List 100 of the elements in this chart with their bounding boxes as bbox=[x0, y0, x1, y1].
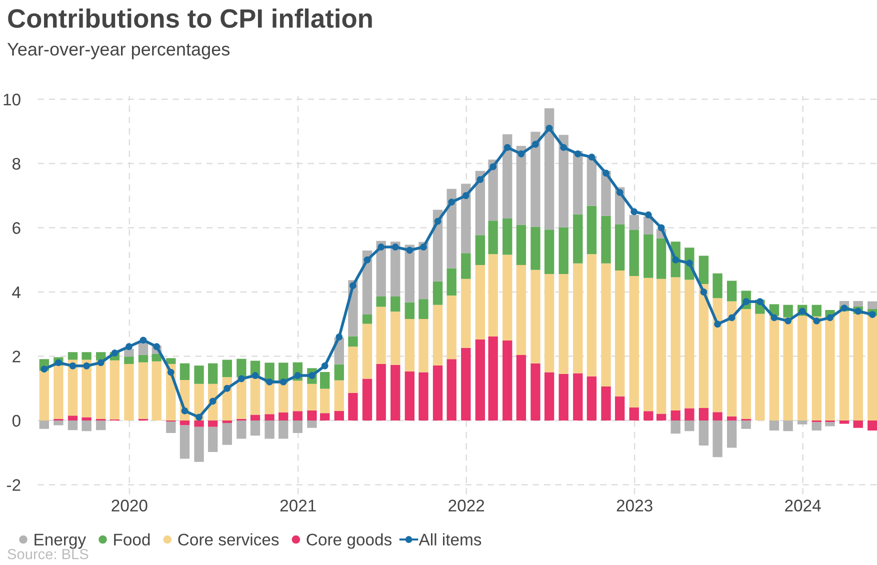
bar bbox=[432, 210, 443, 282]
bar bbox=[278, 412, 288, 420]
bar bbox=[292, 420, 302, 434]
bar bbox=[825, 317, 835, 420]
bar bbox=[446, 296, 456, 360]
bar bbox=[741, 309, 751, 419]
bar bbox=[348, 336, 358, 347]
bar bbox=[446, 188, 456, 268]
legend-label: All items bbox=[418, 533, 482, 546]
bar bbox=[601, 263, 611, 386]
bar bbox=[194, 366, 204, 384]
point bbox=[518, 150, 525, 158]
bar bbox=[418, 299, 428, 319]
point bbox=[588, 154, 596, 161]
bar bbox=[348, 346, 358, 393]
bar bbox=[825, 422, 835, 426]
bar bbox=[307, 420, 317, 428]
bar bbox=[614, 396, 625, 420]
bar bbox=[475, 265, 486, 340]
x-tick-label: 2020 bbox=[112, 500, 148, 512]
point bbox=[602, 170, 610, 177]
bar bbox=[152, 361, 162, 420]
bar bbox=[264, 414, 274, 420]
bar bbox=[292, 380, 302, 412]
point bbox=[420, 244, 427, 250]
bar bbox=[726, 416, 737, 420]
bar bbox=[516, 265, 526, 355]
point bbox=[686, 260, 693, 267]
bar bbox=[644, 278, 654, 412]
point bbox=[813, 317, 820, 324]
bar bbox=[180, 425, 190, 459]
bar bbox=[488, 336, 498, 420]
bar bbox=[390, 312, 400, 365]
bar bbox=[432, 304, 443, 366]
bar bbox=[390, 296, 400, 312]
point bbox=[392, 244, 399, 250]
bar bbox=[670, 420, 680, 434]
bar bbox=[250, 414, 260, 420]
bar bbox=[418, 242, 428, 300]
point bbox=[700, 288, 708, 296]
bar bbox=[475, 170, 486, 236]
bar bbox=[558, 274, 568, 374]
point bbox=[546, 124, 553, 132]
bar bbox=[502, 340, 512, 420]
point bbox=[462, 192, 470, 200]
legend-label: Core services bbox=[178, 533, 279, 546]
bar bbox=[208, 363, 218, 384]
bar bbox=[307, 410, 317, 420]
bar bbox=[629, 276, 639, 408]
bar bbox=[670, 277, 680, 411]
bar bbox=[446, 359, 456, 420]
point bbox=[280, 378, 287, 386]
bar bbox=[516, 146, 526, 225]
bar bbox=[475, 235, 486, 266]
bar bbox=[432, 281, 443, 305]
point bbox=[616, 188, 624, 196]
bar bbox=[558, 227, 568, 274]
bar bbox=[868, 316, 877, 420]
bar bbox=[250, 376, 260, 415]
point bbox=[826, 314, 834, 322]
bar bbox=[404, 302, 414, 319]
bar bbox=[461, 278, 471, 348]
y-tick-label: 2 bbox=[12, 350, 20, 362]
bar bbox=[166, 421, 176, 434]
bar bbox=[180, 363, 190, 380]
bar bbox=[812, 422, 822, 430]
legend-label: Core goods bbox=[306, 533, 392, 549]
bar bbox=[96, 360, 106, 419]
bar bbox=[320, 372, 330, 389]
point bbox=[321, 362, 328, 370]
bar bbox=[320, 388, 330, 414]
bar bbox=[68, 352, 78, 360]
bar bbox=[376, 364, 386, 420]
x-tick-label: 2022 bbox=[448, 500, 484, 512]
bar bbox=[222, 423, 232, 445]
bar bbox=[726, 280, 737, 302]
bar bbox=[404, 371, 414, 420]
bar bbox=[138, 354, 148, 362]
bar bbox=[404, 244, 414, 302]
point bbox=[140, 336, 147, 344]
bar bbox=[138, 362, 148, 419]
bar bbox=[39, 420, 50, 429]
point bbox=[574, 150, 582, 158]
point bbox=[630, 208, 638, 216]
point bbox=[125, 343, 132, 350]
point bbox=[434, 218, 442, 225]
bar bbox=[712, 420, 722, 458]
point bbox=[252, 372, 259, 379]
bar bbox=[194, 420, 204, 427]
bar bbox=[82, 420, 92, 432]
bar bbox=[124, 364, 134, 420]
point bbox=[644, 211, 652, 218]
bar bbox=[544, 372, 554, 420]
bar bbox=[194, 426, 204, 462]
bar bbox=[390, 242, 400, 296]
bar bbox=[502, 134, 512, 218]
bar bbox=[839, 420, 850, 424]
point bbox=[69, 362, 76, 370]
bar bbox=[166, 358, 176, 364]
bar bbox=[573, 214, 583, 264]
